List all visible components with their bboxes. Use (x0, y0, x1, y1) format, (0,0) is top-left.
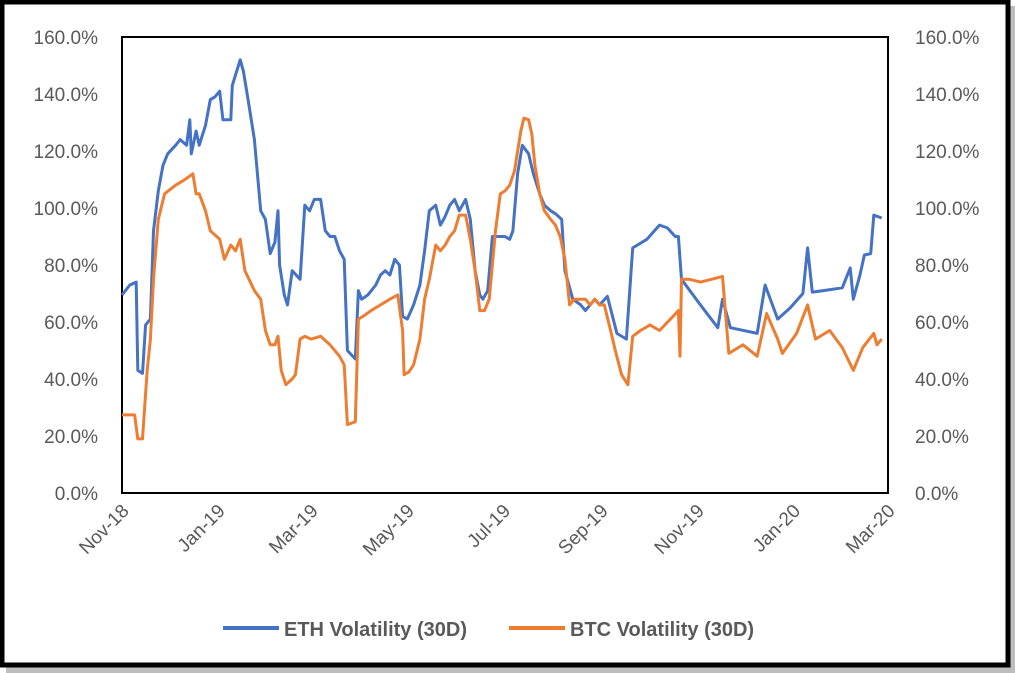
y-tick-label-left: 60.0% (44, 313, 98, 334)
y-tick-label-right: 160.0% (915, 28, 980, 49)
legend: ETH Volatility (30D) BTC Volatility (30D… (223, 619, 754, 641)
y-tick-label-left: 160.0% (34, 28, 99, 49)
y-tick-label-right: 20.0% (915, 427, 969, 448)
y-tick-label-left: 0.0% (55, 484, 98, 505)
y-tick-label-right: 100.0% (915, 199, 980, 220)
y-tick-label-left: 120.0% (34, 142, 99, 163)
y-tick-label-right: 40.0% (915, 370, 969, 391)
y-tick-label-right: 140.0% (915, 85, 980, 106)
btc-volatility-line (122, 116, 883, 441)
y-tick-label-left: 100.0% (34, 199, 99, 220)
y-tick-label-right: 0.0% (915, 484, 958, 505)
y-tick-label-right: 120.0% (915, 142, 980, 163)
y-axis-right: 0.0% 20.0% 40.0% 60.0% 80.0% 100.0% 120.0% 140.… (915, 28, 980, 505)
plot-area (121, 36, 889, 494)
legend-label-eth: ETH Volatility (30D) (284, 619, 467, 641)
y-tick-label-left: 140.0% (34, 85, 99, 106)
y-tick-label-left: 80.0% (44, 256, 98, 277)
y-tick-label-left: 20.0% (44, 427, 98, 448)
y-tick-label-right: 60.0% (915, 313, 969, 334)
eth-volatility-line (120, 58, 883, 375)
y-tick-label-right: 80.0% (915, 256, 969, 277)
series-lines (120, 58, 883, 441)
legend-label-btc: BTC Volatility (30D) (570, 619, 754, 641)
y-tick-label-left: 40.0% (44, 370, 98, 391)
y-axis-left: 0.0% 20.0% 40.0% 60.0% 80.0% 100.0% 120.0% 140.… (34, 28, 99, 505)
